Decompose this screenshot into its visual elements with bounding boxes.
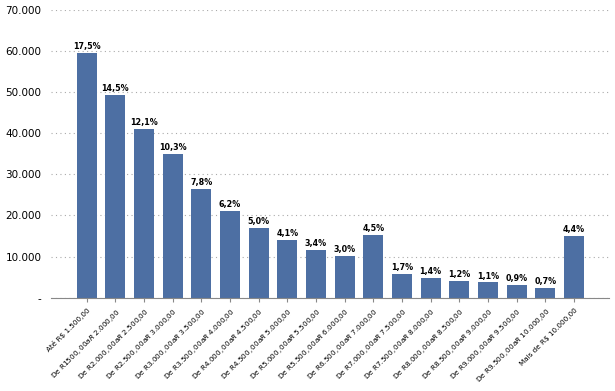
Text: 3,4%: 3,4%: [305, 239, 327, 248]
Bar: [134, 129, 154, 298]
Bar: [478, 282, 498, 298]
Text: 0,9%: 0,9%: [506, 274, 528, 283]
Text: 0,7%: 0,7%: [534, 277, 557, 286]
Bar: [564, 236, 584, 298]
Text: 6,2%: 6,2%: [219, 200, 241, 209]
Bar: [421, 278, 441, 298]
Bar: [77, 53, 97, 298]
Bar: [392, 274, 412, 298]
Bar: [105, 95, 125, 298]
Text: 10,3%: 10,3%: [159, 143, 186, 152]
Text: 12,1%: 12,1%: [130, 118, 158, 127]
Text: 17,5%: 17,5%: [73, 42, 100, 51]
Bar: [535, 288, 555, 298]
Bar: [191, 188, 212, 298]
Text: 4,1%: 4,1%: [276, 230, 298, 239]
Text: 1,2%: 1,2%: [448, 270, 470, 279]
Bar: [363, 235, 383, 298]
Text: 4,5%: 4,5%: [362, 224, 384, 233]
Bar: [306, 250, 326, 298]
Bar: [162, 154, 183, 298]
Text: 1,4%: 1,4%: [419, 267, 442, 276]
Text: 1,1%: 1,1%: [477, 272, 499, 281]
Text: 7,8%: 7,8%: [190, 178, 212, 187]
Bar: [248, 228, 269, 298]
Bar: [277, 240, 298, 298]
Text: 3,0%: 3,0%: [333, 245, 355, 254]
Text: 5,0%: 5,0%: [248, 217, 270, 226]
Bar: [507, 285, 526, 298]
Bar: [220, 211, 240, 298]
Text: 4,4%: 4,4%: [563, 225, 585, 234]
Bar: [450, 281, 469, 298]
Text: 1,7%: 1,7%: [391, 263, 413, 272]
Text: 14,5%: 14,5%: [101, 84, 129, 93]
Bar: [335, 256, 355, 298]
